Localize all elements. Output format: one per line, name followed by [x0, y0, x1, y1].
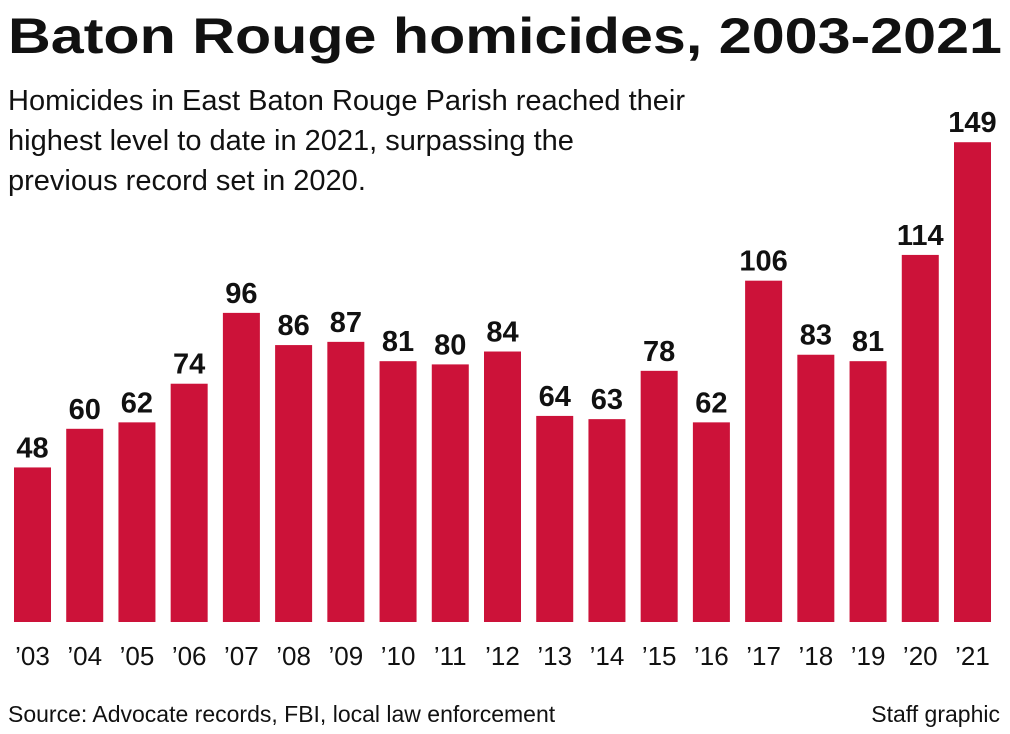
chart-title: Baton Rouge homicides, 2003-2021	[8, 8, 1002, 64]
x-tick-label: ’11	[434, 641, 467, 671]
value-label: 81	[382, 326, 414, 358]
x-tick-label: ’12	[485, 641, 520, 671]
credit: Staff graphic	[871, 701, 1000, 727]
bar	[849, 361, 887, 622]
subtitle-line: highest level to date in 2021, surpassin…	[8, 125, 574, 157]
subtitle-line: previous record set in 2020.	[8, 165, 366, 197]
x-tick-label: ’20	[903, 641, 938, 671]
value-label: 64	[539, 381, 571, 413]
x-tick-label: ’15	[642, 641, 677, 671]
bar	[66, 428, 104, 622]
x-tick-label: ’06	[172, 641, 207, 671]
bar	[745, 280, 783, 622]
bar	[484, 351, 521, 622]
value-label: 96	[225, 278, 257, 310]
bar	[536, 415, 574, 622]
x-tick-label: ’19	[851, 641, 886, 671]
x-tick-label: ’16	[694, 641, 729, 671]
value-label: 80	[434, 329, 466, 361]
bar	[797, 354, 835, 622]
value-label: 114	[897, 220, 944, 252]
x-tick-label: ’09	[328, 641, 363, 671]
subtitle-line: Homicides in East Baton Rouge Parish rea…	[8, 85, 685, 117]
value-label: 62	[121, 387, 153, 419]
value-label: 83	[800, 320, 832, 352]
x-tick-label: ’13	[537, 641, 572, 671]
x-tick-label: ’04	[67, 641, 102, 671]
bar	[14, 467, 51, 622]
x-tick-label: ’03	[15, 641, 50, 671]
value-label: 149	[948, 107, 996, 139]
x-tick-label: ’10	[381, 641, 416, 671]
bar	[640, 370, 678, 622]
x-tick-label: ’14	[590, 641, 625, 671]
bar	[222, 312, 260, 622]
value-label: 78	[643, 336, 675, 368]
bar	[379, 361, 417, 622]
x-tick-label: ’08	[276, 641, 311, 671]
bar	[275, 345, 313, 622]
value-label: 106	[739, 246, 787, 278]
value-label: 63	[591, 384, 623, 416]
value-label: 60	[69, 394, 101, 426]
bar	[170, 383, 208, 622]
value-label: 81	[852, 326, 884, 358]
value-label: 48	[16, 432, 48, 464]
bar	[431, 364, 469, 622]
value-label: 84	[486, 317, 518, 349]
bar	[901, 254, 939, 623]
bar	[954, 142, 991, 622]
x-tick-label: ’17	[746, 641, 781, 671]
source: Source: Advocate records, FBI, local law…	[8, 701, 556, 727]
value-label: 86	[277, 310, 309, 342]
value-label: 87	[330, 307, 362, 339]
bar	[327, 341, 365, 622]
x-tick-label: ’21	[955, 641, 990, 671]
bar	[118, 422, 156, 622]
value-label: 62	[695, 387, 727, 419]
x-tick-label: ’18	[798, 641, 833, 671]
bar	[692, 422, 730, 622]
bar	[588, 419, 626, 622]
x-tick-label: ’05	[120, 641, 155, 671]
value-label: 74	[173, 349, 205, 381]
x-tick-label: ’07	[224, 641, 259, 671]
